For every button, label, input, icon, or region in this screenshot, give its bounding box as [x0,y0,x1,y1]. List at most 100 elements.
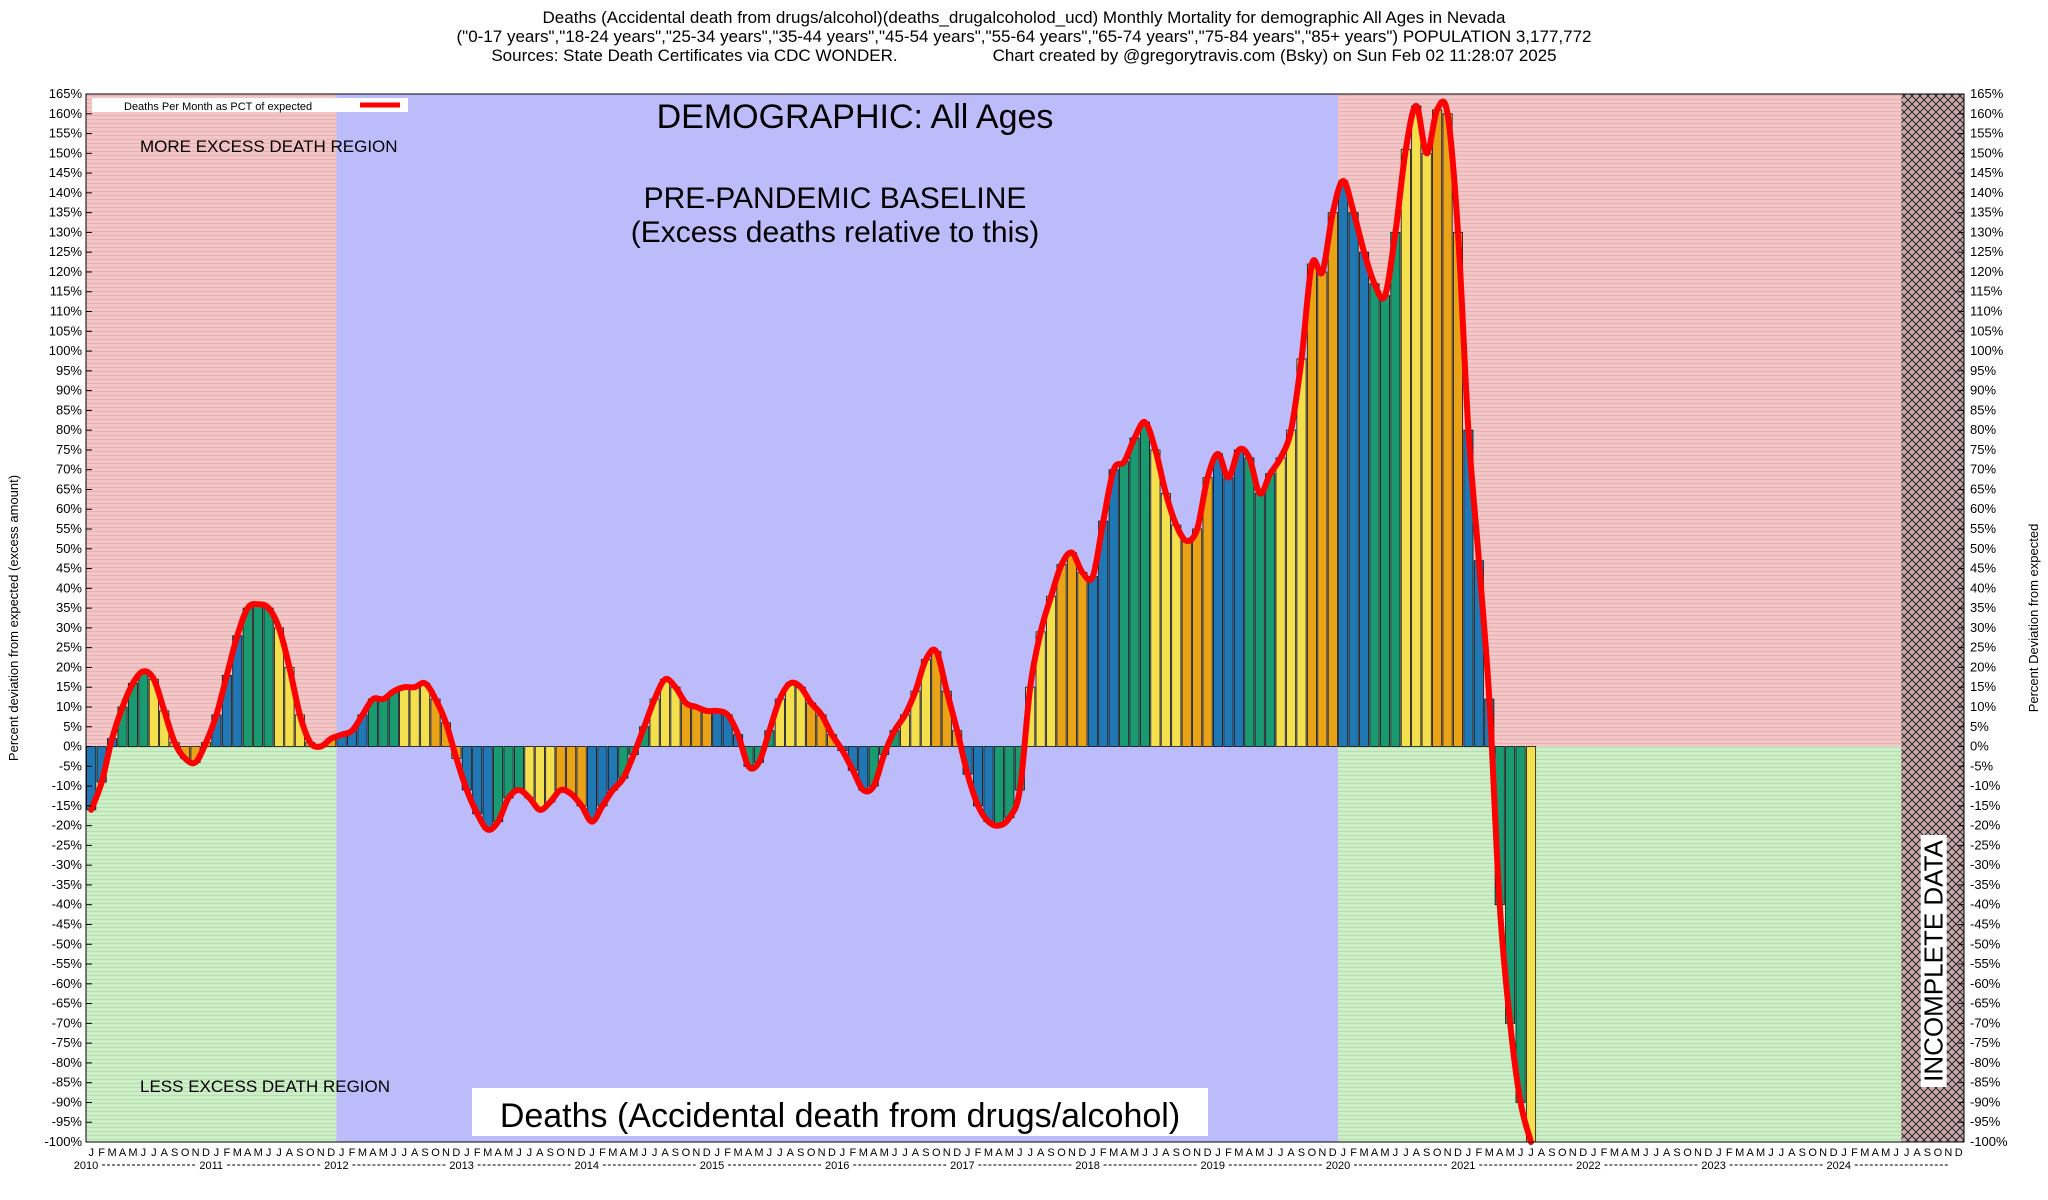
data-bar [701,710,712,747]
x-month-label: O [1808,1147,1817,1159]
x-month-label: J [1267,1147,1273,1159]
x-month-label: J [892,1147,898,1159]
x-month-label: D [953,1147,961,1159]
data-bar [1077,572,1088,747]
x-month-label: M [1255,1147,1264,1159]
x-month-label: F [849,1147,856,1159]
x-month-label: J [141,1147,147,1159]
x-month-label: J [1466,1147,1472,1159]
y-tick-label: 55% [56,521,82,536]
data-bar [1150,449,1161,747]
x-month-label: A [1287,1147,1295,1159]
data-bar [1369,283,1380,747]
x-month-label: J [391,1147,397,1159]
x-month-label: N [1444,1147,1452,1159]
x-month-label: O [556,1147,565,1159]
x-month-label: M [733,1147,742,1159]
y-tick-label: 155% [49,126,83,141]
x-month-label: D [327,1147,335,1159]
x-year-label: 2012 [324,1160,348,1172]
y-tick-label: -95% [52,1114,83,1129]
x-month-label: M [1380,1147,1389,1159]
data-bar [1286,429,1297,747]
x-month-label: N [567,1147,575,1159]
x-month-label: O [932,1147,941,1159]
x-month-label: A [1913,1147,1921,1159]
baseline-label-2: (Excess deaths relative to this) [631,216,1040,249]
x-month-label: A [1663,1147,1671,1159]
data-bar [378,698,389,747]
y-tick-label: 40% [56,580,82,595]
data-bar [680,702,691,747]
y-tick-label: -30% [52,857,83,872]
x-year-label: 2015 [700,1160,724,1172]
x-year-label: 2011 [199,1160,223,1172]
y-tick-label-right: 115% [1970,284,2003,299]
x-month-label: A [411,1147,419,1159]
y-tick-label: 85% [56,402,82,417]
y-tick-label: 0% [63,739,82,754]
y-tick-label-right: 165% [1970,86,2004,101]
y-tick-label-right: -70% [1970,1015,2001,1030]
x-month-label: M [754,1147,763,1159]
data-bar [1066,552,1077,747]
data-bar [1306,263,1317,747]
x-month-label: A [620,1147,628,1159]
x-month-label: F [1601,1147,1608,1159]
x-month-label: F [724,1147,731,1159]
x-month-label: N [317,1147,325,1159]
data-bar [1338,180,1349,747]
x-month-label: F [1726,1147,1733,1159]
chart-title-line1: Deaths (Accidental death from drugs/alco… [542,8,1506,27]
x-month-label: M [1234,1147,1243,1159]
y-tick-label: -100% [44,1134,82,1149]
x-month-label: D [1454,1147,1462,1159]
y-tick-label: -85% [52,1075,83,1090]
x-month-label: A [1371,1147,1379,1159]
y-tick-label: -90% [52,1094,83,1109]
x-year-label: 2020 [1326,1160,1350,1172]
x-month-label: J [777,1147,783,1159]
x-month-label: A [1788,1147,1796,1159]
x-month-label: J [840,1147,846,1159]
bottom-title-box [472,1088,1208,1136]
x-month-label: M [483,1147,492,1159]
x-year-label: 2016 [825,1160,849,1172]
y-tick-label: 30% [56,620,82,635]
y-tick-label: -5% [59,758,83,773]
y-tick-label: 75% [56,442,82,457]
data-bar [388,690,399,747]
y-tick-label: -40% [52,897,83,912]
data-bar [1421,152,1432,747]
demographic-label: DEMOGRAPHIC: All Ages [657,98,1054,136]
y-tick-label: -10% [52,778,83,793]
y-tick-label-right: -50% [1970,936,2001,951]
more-excess-label: MORE EXCESS DEATH REGION [140,137,398,156]
y-tick-label: 25% [56,640,82,655]
x-month-label: J [767,1147,773,1159]
x-month-label: F [1225,1147,1232,1159]
x-month-label: A [1413,1147,1421,1159]
y-tick-label-right: 80% [1970,422,1996,437]
data-bar [712,710,723,747]
y-tick-label-right: 35% [1970,600,1996,615]
y-tick-label: -70% [52,1015,83,1030]
x-month-label: J [1893,1147,1899,1159]
x-month-label: A [369,1147,377,1159]
data-bar [482,746,493,830]
y-tick-label-right: -90% [1970,1094,2001,1109]
x-month-label: J [1528,1147,1534,1159]
data-bar [1181,540,1192,747]
x-month-label: M [859,1147,868,1159]
x-month-label: O [181,1147,190,1159]
x-month-label: J [339,1147,345,1159]
x-month-label: J [1779,1147,1785,1159]
y-tick-label-right: 75% [1970,442,1996,457]
y-tick-label-right: -20% [1970,818,2001,833]
y-tick-label-right: 105% [1970,323,2004,338]
x-month-label: S [1298,1147,1305,1159]
y-tick-label-right: -95% [1970,1114,2001,1129]
y-tick-label: -20% [52,818,83,833]
x-month-label: O [1057,1147,1066,1159]
